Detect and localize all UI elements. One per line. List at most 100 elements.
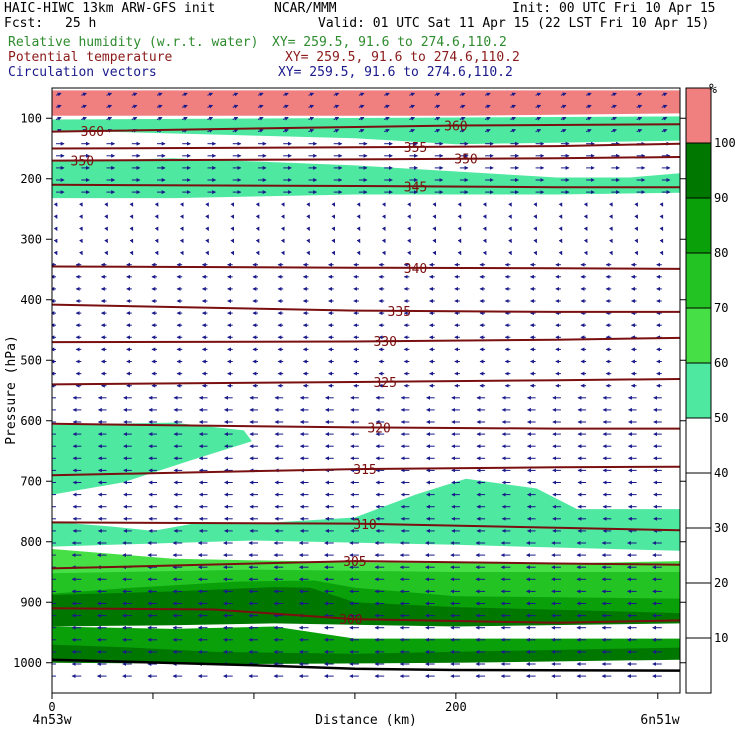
vector-arrow-207 [154,226,159,231]
vector-arrow-736 [434,104,441,109]
vector-arrow-885 [510,128,517,133]
vector-arrow-444 [283,128,289,133]
vector-arrow-1087 [609,202,613,207]
vector-arrow-246 [182,104,188,109]
vector-arrow-784 [459,92,466,97]
vector-arrow-1032 [585,128,592,133]
vector-arrow-1089 [609,226,613,231]
vector-arrow-797 [457,250,462,256]
colorbar-label-20: 20 [714,576,728,590]
vector-arrow-197 [156,104,163,109]
vector-arrow-405 [255,250,260,256]
forecast-label: Fcst: [4,16,44,31]
theta-contour-315 [52,465,680,477]
vector-arrow-60 [79,226,83,231]
vector-arrow-196 [156,92,163,97]
y-tick-label-200: 200 [20,172,42,186]
vector-arrow-12 [53,238,58,244]
vector-arrow-746 [432,226,437,231]
forecast-hour: 25 h [65,16,97,31]
vector-arrow-345 [232,116,239,121]
vector-arrow-648 [381,226,386,231]
vector-arrow-501 [306,226,310,231]
vector-arrow-843 [482,214,487,219]
x-end-location: 6n51w [640,713,679,728]
vector-arrow-395 [257,128,264,133]
vector-arrow-493 [308,128,315,133]
vector-arrow-258 [179,250,184,256]
vector-arrow-353 [230,214,235,219]
vector-arrow-11 [53,226,58,231]
vector-arrow-442 [283,104,289,109]
vector-arrow-100 [106,116,113,121]
vector-arrow-198 [156,116,163,121]
vector-arrow-600 [356,238,361,244]
vector-arrow-147 [131,92,138,97]
vector-arrow-894 [508,238,512,244]
vector-arrow-590 [358,116,365,121]
vector-arrow-836 [484,128,491,133]
humidity-region-7 [52,587,680,627]
theta-contour-360 [52,123,680,133]
y-tick-label-700: 700 [20,474,42,488]
vector-arrow-1080 [611,116,617,121]
vector-arrow-356 [230,250,235,256]
colorbar-label-70: 70 [714,301,728,315]
vector-arrow-589 [358,104,365,109]
x-axis-label: Distance (km) [315,713,417,728]
vector-arrow-598 [356,214,361,219]
plot-frame [51,87,681,694]
x-tick-label-200: 200 [445,700,467,714]
vector-arrow-1079 [611,104,617,109]
vector-arrow-931 [535,92,542,97]
vector-arrow-1042 [583,250,588,256]
vector-arrow-452 [280,226,285,231]
vector-arrow-846 [482,250,487,256]
vector-arrow-303 [205,202,209,207]
vector-arrow-99 [106,104,113,109]
vector-arrow-61 [79,238,83,244]
vector-arrow-492 [308,116,315,121]
vector-arrow-835 [484,116,491,121]
valid-time: Valid: 01 UTC Sat 11 Apr 15 (22 LST Fri … [318,16,710,31]
vector-arrow-245 [182,92,188,97]
vector-arrow-696 [407,214,411,219]
vector-arrow-649 [381,238,386,244]
vector-arrow-1179 [661,128,668,133]
vector-arrow-737 [434,116,441,121]
vector-arrow-735 [434,92,441,97]
vector-arrow-502 [306,238,310,244]
colorbar-frame [685,87,712,694]
vector-arrow-786 [459,116,466,121]
vector-arrow-695 [407,202,411,207]
colorbar-bin-90 [686,143,711,198]
vector-arrow-254 [179,202,184,207]
colorbar: 10 20 30 40 50 60 70 80 90 100 [685,87,736,694]
field-rh-name: Relative humidity (w.r.t. water) [8,35,259,50]
vector-arrow-588 [358,92,365,97]
vector-arrow-1041 [583,238,588,244]
vector-arrow-599 [356,226,361,231]
vector-arrow-156 [129,202,134,207]
vector-arrow-1031 [585,116,592,121]
vector-arrow-1090 [609,238,613,244]
theta-contour-335 [52,303,680,313]
vector-arrow-59 [79,214,83,219]
vector-arrow-1127 [636,92,643,97]
vector-arrow-1176 [661,92,668,97]
vector-arrow-1137 [634,214,639,219]
vector-arrow-149 [131,116,138,121]
vector-arrow-58 [79,202,83,207]
vector-arrow-882 [510,92,517,97]
model-title: HAIC-HIWC 13km ARW-GFS init [4,1,216,16]
theta-label-340: 340 [404,262,427,277]
colorbar-label-100: 100 [714,136,736,150]
vector-arrow-893 [508,226,512,231]
field-theta-xy: XY= 259.5, 91.6 to 274.6,110.2 [285,50,520,65]
vector-arrow-1138 [634,226,639,231]
vector-arrow-944 [533,250,538,256]
vector-arrow-689 [409,128,416,133]
vector-arrow-453 [280,238,285,244]
field-theta-name: Potential temperature [8,50,173,65]
vector-arrow-940 [533,202,538,207]
